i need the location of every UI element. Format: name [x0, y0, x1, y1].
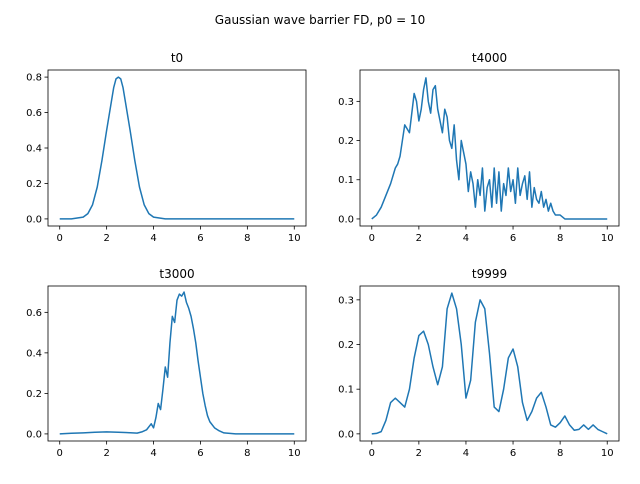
series-line-1: [59, 291, 295, 435]
y-tick-label: 0.2: [338, 136, 354, 147]
y-tick-label: 0.0: [338, 429, 354, 440]
x-tick-label: 8: [557, 448, 563, 459]
figure-suptitle: Gaussian wave barrier FD, p0 = 10: [215, 13, 425, 27]
x-tick-label: 4: [463, 448, 469, 459]
x-tick-label: 8: [244, 233, 250, 244]
y-tick-label: 0.6: [26, 308, 42, 319]
x-tick-label: 8: [244, 448, 250, 459]
y-tick-label: 0.2: [26, 179, 42, 190]
x-tick-label: 2: [416, 448, 422, 459]
subplot-3: 0 2 4 6 8 10 0.0 0.2 0.4 0.6 t3000: [26, 267, 307, 459]
x-tick-label: 2: [416, 233, 422, 244]
x-tick-label: 8: [557, 233, 563, 244]
x-tick-label: 4: [150, 233, 156, 244]
x-tick-label: 10: [601, 448, 614, 459]
y-tick-label: 0.0: [26, 429, 42, 440]
x-tick-label: 2: [103, 233, 109, 244]
x-tick-label: 10: [601, 233, 614, 244]
y-tick-label: 0.8: [26, 73, 42, 84]
x-tick-label: 2: [103, 448, 109, 459]
x-tick-label: 4: [463, 233, 469, 244]
axes-frame: [47, 69, 307, 227]
y-tick-label: 0.0: [338, 214, 354, 225]
subplot-title: t9999: [472, 267, 507, 281]
x-tick-label: 0: [57, 233, 63, 244]
y-tick-label: 0.0: [26, 214, 42, 225]
subplot-4: 0 2 4 6 8 10 0.0 0.1 0.2 0.3 t9999: [338, 267, 620, 459]
subplot-1: 0 2 4 6 8 10 0.0 0.2 0.4 0.6 0.8 t0: [26, 51, 307, 244]
y-tick-label: 0.4: [26, 144, 42, 155]
x-tick-label: 0: [369, 448, 375, 459]
axes-frame: [47, 285, 307, 442]
x-tick-label: 6: [197, 233, 203, 244]
y-tick-label: 0.2: [338, 340, 354, 351]
axes-frame: [359, 285, 620, 442]
x-tick-label: 6: [197, 448, 203, 459]
subplot-title: t3000: [159, 267, 194, 281]
x-tick-label: 10: [288, 448, 301, 459]
x-tick-label: 0: [57, 448, 63, 459]
x-tick-label: 6: [510, 233, 516, 244]
subplot-title: t0: [171, 51, 183, 65]
y-tick-label: 0.3: [338, 295, 354, 306]
series-line-1: [371, 77, 608, 220]
y-tick-label: 0.3: [338, 97, 354, 108]
axes-frame: [359, 69, 620, 227]
series-line-1: [59, 76, 295, 220]
y-tick-label: 0.2: [26, 389, 42, 400]
y-tick-label: 0.1: [338, 385, 354, 396]
x-tick-label: 6: [510, 448, 516, 459]
x-tick-label: 10: [288, 233, 301, 244]
subplot-title: t4000: [472, 51, 507, 65]
y-tick-label: 0.6: [26, 108, 42, 119]
series-line-1: [371, 292, 608, 435]
subplot-2: 0 2 4 6 8 10 0.0 0.1 0.2 0.3 t4000: [338, 51, 620, 244]
x-tick-label: 4: [150, 448, 156, 459]
y-tick-label: 0.1: [338, 175, 354, 186]
y-tick-label: 0.4: [26, 348, 42, 359]
x-tick-label: 0: [369, 233, 375, 244]
